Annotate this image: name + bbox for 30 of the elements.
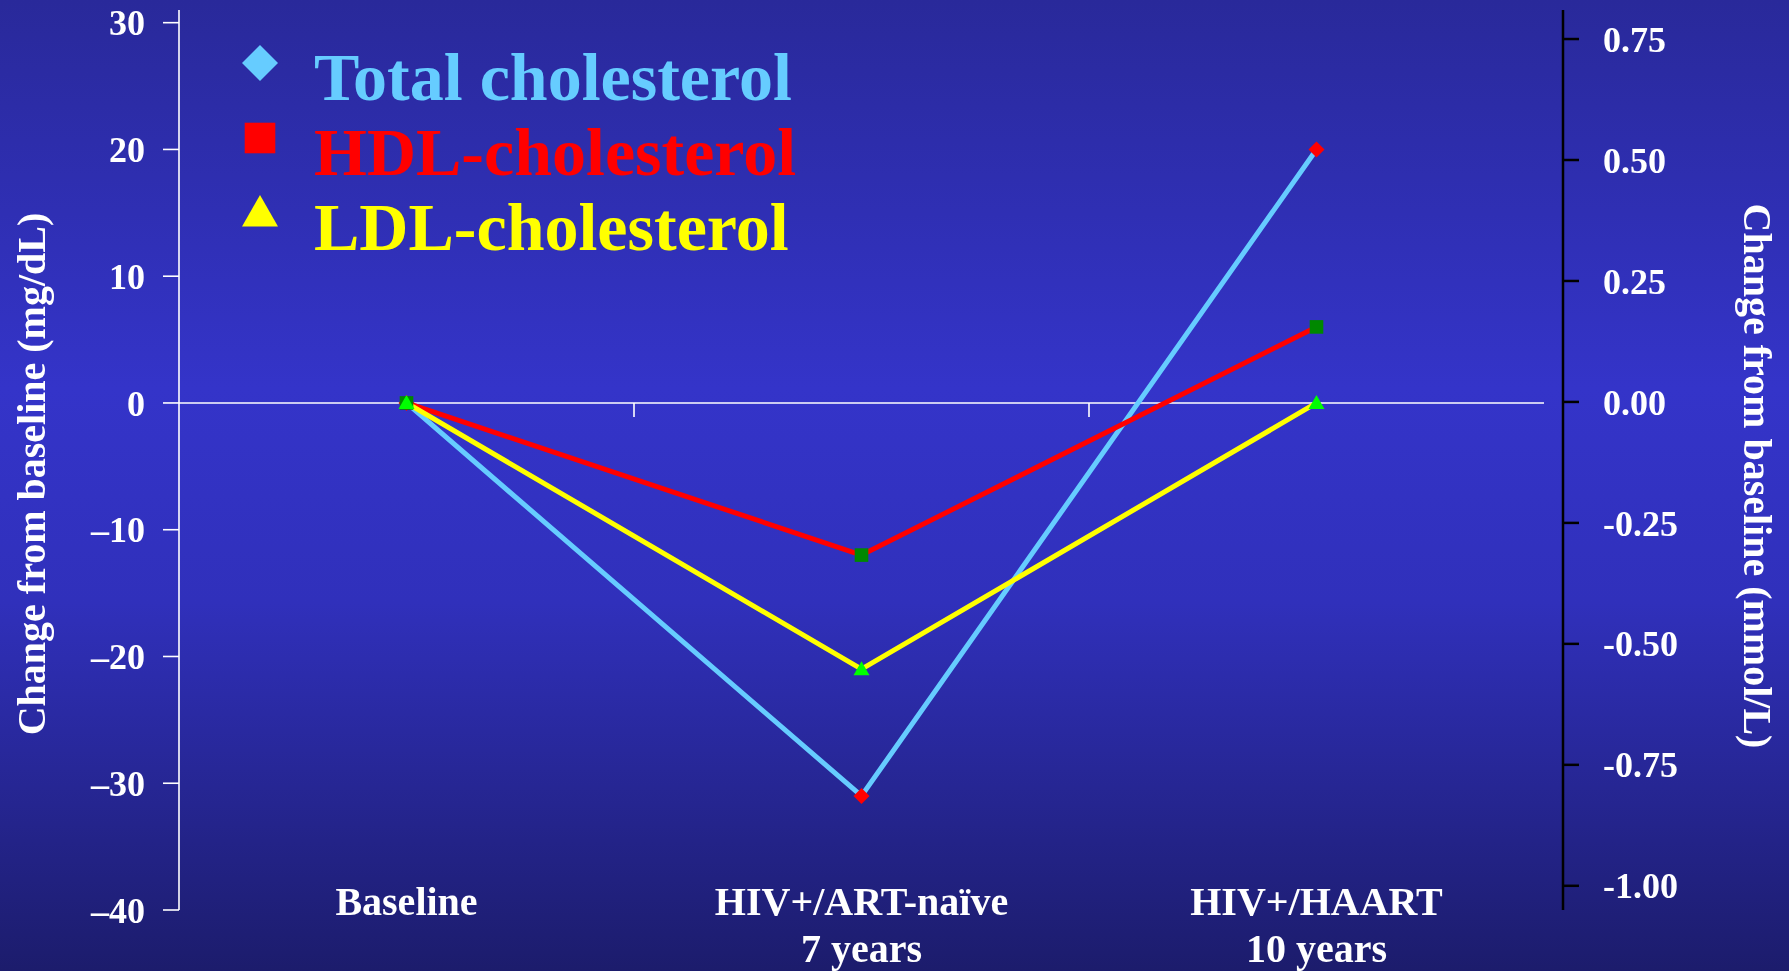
y-tick-label: –20 bbox=[90, 637, 145, 678]
legend-label: HDL-cholesterol bbox=[314, 114, 797, 190]
y-tick-label: 0 bbox=[127, 383, 145, 424]
y2-tick-label: -0.25 bbox=[1603, 503, 1678, 544]
y2-tick-label: -0.75 bbox=[1603, 745, 1678, 786]
y-tick-label: 30 bbox=[109, 3, 145, 44]
y2-tick-label: -0.50 bbox=[1603, 624, 1678, 665]
y2-tick-label: -1.00 bbox=[1603, 866, 1678, 907]
x-tick-label: HIV+/ART-naïve 7 years bbox=[714, 879, 1009, 971]
point bbox=[854, 548, 869, 562]
y-tick-label: –10 bbox=[90, 510, 145, 551]
x-tick-label: Baseline bbox=[335, 879, 478, 924]
legend-label: LDL-cholesterol bbox=[314, 189, 789, 265]
point bbox=[1308, 141, 1325, 158]
point bbox=[1308, 394, 1325, 409]
point bbox=[1309, 320, 1324, 334]
point bbox=[853, 787, 870, 804]
y-tick-label: 20 bbox=[109, 130, 145, 171]
y2-axis-title: Change from baseline (mmol/L) bbox=[1735, 203, 1780, 749]
y2-tick-label: 0.50 bbox=[1603, 140, 1666, 181]
y-tick-label: –30 bbox=[90, 763, 145, 804]
point bbox=[853, 661, 870, 676]
y2-tick-label: 0.75 bbox=[1603, 19, 1666, 60]
x-tick-label: HIV+/HAART 10 years bbox=[1190, 879, 1444, 971]
y2-tick-label: 0.25 bbox=[1603, 261, 1666, 302]
y-axis-title: Change from baseline (mg/dL) bbox=[9, 212, 54, 736]
y-tick-label: 10 bbox=[109, 256, 145, 297]
y-tick-label: –40 bbox=[90, 890, 145, 931]
legend-label: Total cholesterol bbox=[314, 39, 792, 115]
y2-tick-label: 0.00 bbox=[1603, 382, 1666, 423]
